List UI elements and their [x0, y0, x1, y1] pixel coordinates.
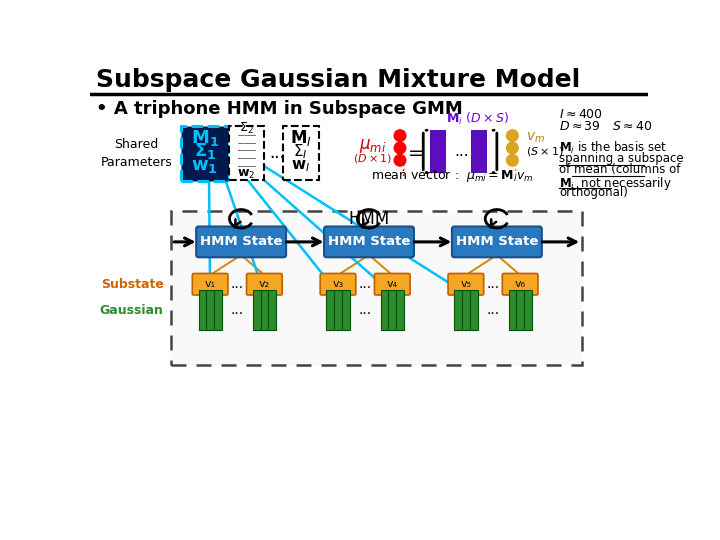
- Bar: [199, 291, 206, 330]
- Text: $v_m$: $v_m$: [526, 131, 545, 145]
- Bar: [454, 291, 462, 330]
- Text: Shared
Parameters: Shared Parameters: [101, 138, 172, 169]
- Text: $\Sigma_I$: $\Sigma_I$: [294, 143, 308, 161]
- Bar: [524, 291, 532, 330]
- FancyBboxPatch shape: [181, 126, 229, 181]
- Circle shape: [507, 130, 518, 141]
- Text: HMM: HMM: [348, 210, 390, 228]
- Text: $\mathbf{w}_I$: $\mathbf{w}_I$: [292, 159, 310, 174]
- Text: $\mu_{mi}$: $\mu_{mi}$: [359, 137, 387, 154]
- FancyBboxPatch shape: [324, 226, 414, 257]
- Circle shape: [394, 130, 406, 141]
- Text: HMM State: HMM State: [200, 235, 282, 248]
- Text: $(D \times 1)$: $(D \times 1)$: [354, 152, 392, 165]
- Bar: [381, 291, 388, 330]
- Text: $\mathbf{M}_I$: $\mathbf{M}_I$: [290, 128, 312, 148]
- Bar: [508, 291, 516, 330]
- Text: ...: ...: [487, 277, 500, 291]
- Text: ...: ...: [359, 303, 372, 318]
- Text: $\vdots$: $\vdots$: [395, 161, 405, 178]
- Text: Gaussian: Gaussian: [100, 304, 163, 317]
- Text: ...: ...: [455, 144, 469, 159]
- FancyBboxPatch shape: [192, 273, 228, 295]
- Bar: [396, 291, 404, 330]
- Circle shape: [394, 154, 406, 166]
- Bar: [462, 291, 469, 330]
- Bar: [342, 291, 350, 330]
- Text: ...: ...: [487, 303, 500, 318]
- Text: $\mathbf{\Sigma_1}$: $\mathbf{\Sigma_1}$: [194, 141, 216, 161]
- Text: HMM State: HMM State: [456, 235, 538, 248]
- FancyBboxPatch shape: [503, 273, 538, 295]
- Text: $\mathbf{M}_i$  not necessarily: $\mathbf{M}_i$ not necessarily: [559, 175, 672, 192]
- Text: ─────: ─────: [237, 165, 256, 170]
- FancyBboxPatch shape: [196, 226, 286, 257]
- Text: $\mathbf{w_1}$: $\mathbf{w_1}$: [192, 157, 218, 174]
- Text: ─────: ─────: [237, 141, 256, 146]
- Text: ...: ...: [230, 303, 244, 318]
- Text: ...: ...: [270, 144, 285, 163]
- Bar: [431, 130, 446, 173]
- Text: v₁: v₁: [204, 279, 216, 289]
- Bar: [334, 291, 342, 330]
- Text: $D \approx 39 \quad S \approx 40$: $D \approx 39 \quad S \approx 40$: [559, 120, 652, 133]
- Text: ─────: ─────: [237, 134, 256, 139]
- FancyBboxPatch shape: [283, 126, 319, 180]
- Bar: [206, 291, 214, 330]
- Text: $I \approx 400$: $I \approx 400$: [559, 107, 603, 120]
- Text: • A triphone HMM in Subspace GMM: • A triphone HMM in Subspace GMM: [96, 100, 463, 118]
- Bar: [326, 291, 334, 330]
- Text: spanning a subspace: spanning a subspace: [559, 152, 683, 165]
- Bar: [261, 291, 269, 330]
- FancyBboxPatch shape: [229, 126, 264, 180]
- Text: v₆: v₆: [515, 279, 526, 289]
- FancyBboxPatch shape: [374, 273, 410, 295]
- Bar: [253, 291, 261, 330]
- FancyBboxPatch shape: [452, 226, 542, 257]
- Text: ...: ...: [359, 277, 372, 291]
- Bar: [516, 291, 524, 330]
- Bar: [269, 291, 276, 330]
- Circle shape: [507, 154, 518, 166]
- Text: $\Sigma_2$: $\Sigma_2$: [239, 121, 254, 136]
- FancyBboxPatch shape: [246, 273, 282, 295]
- Circle shape: [507, 142, 518, 154]
- Text: mean vector :  $\mu_{mi} = \mathbf{M}_i v_m$: mean vector : $\mu_{mi} = \mathbf{M}_i v…: [372, 168, 534, 185]
- Text: $\mathbf{M}_i\ (D \times S)$: $\mathbf{M}_i\ (D \times S)$: [446, 111, 509, 127]
- FancyBboxPatch shape: [171, 211, 582, 365]
- Text: $(S \times 1)$: $(S \times 1)$: [526, 145, 564, 158]
- Text: orthogonal): orthogonal): [559, 186, 628, 199]
- Bar: [214, 291, 222, 330]
- Text: ─────: ─────: [237, 149, 256, 154]
- Text: v₂: v₂: [258, 279, 270, 289]
- Text: $\mathbf{M_1}$: $\mathbf{M_1}$: [191, 128, 219, 148]
- Bar: [388, 291, 396, 330]
- Circle shape: [394, 142, 406, 154]
- Text: HMM State: HMM State: [328, 235, 410, 248]
- Text: ...: ...: [230, 277, 244, 291]
- Text: Substate: Substate: [101, 278, 163, 291]
- Text: ─────: ─────: [237, 157, 256, 162]
- Text: v₅: v₅: [460, 279, 472, 289]
- Text: of mean (columns of: of mean (columns of: [559, 164, 680, 177]
- Bar: [469, 291, 477, 330]
- Text: $\mathbf{w}_2$: $\mathbf{w}_2$: [238, 168, 256, 181]
- Text: $\mathbf{M}_i$ is the basis set: $\mathbf{M}_i$ is the basis set: [559, 140, 667, 157]
- Text: $=$: $=$: [404, 141, 424, 160]
- FancyBboxPatch shape: [448, 273, 484, 295]
- Text: $\vdots$: $\vdots$: [507, 161, 518, 178]
- Text: Subspace Gaussian Mixture Model: Subspace Gaussian Mixture Model: [96, 68, 580, 92]
- Text: v₃: v₃: [333, 279, 343, 289]
- Bar: [472, 130, 487, 173]
- Text: v₄: v₄: [387, 279, 398, 289]
- FancyBboxPatch shape: [320, 273, 356, 295]
